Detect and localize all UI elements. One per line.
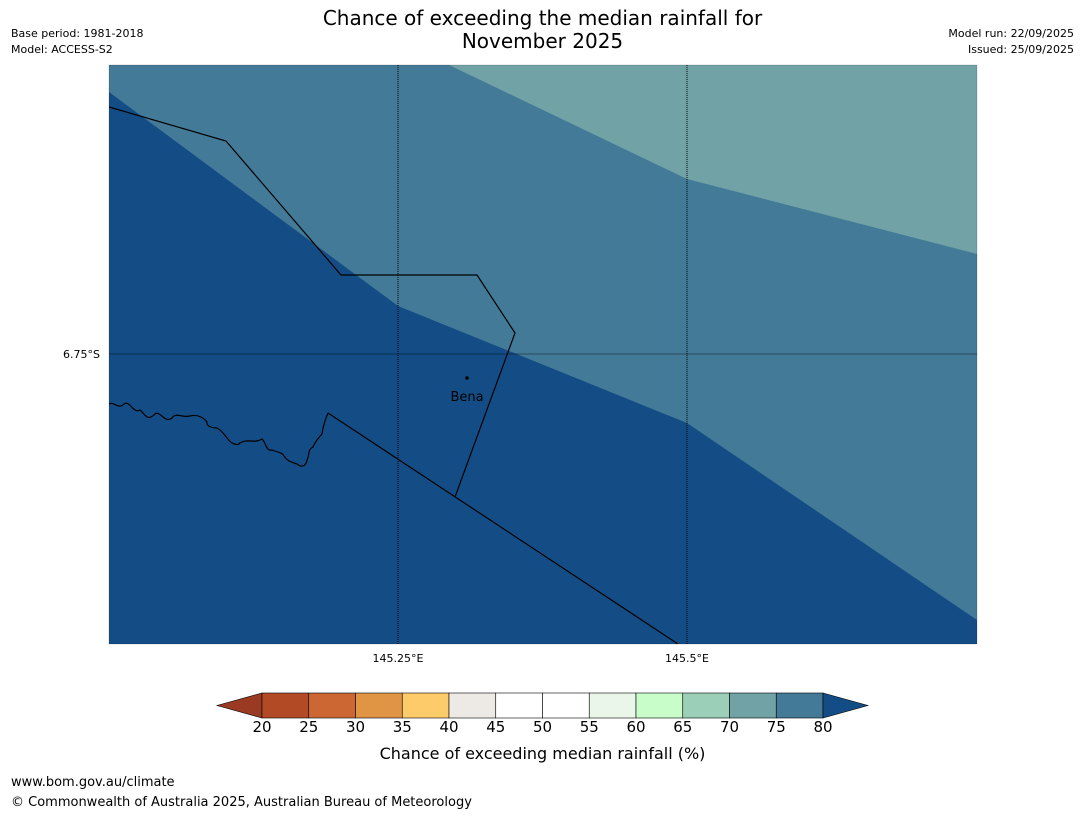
colorbar-segment — [308, 692, 356, 719]
colorbar-tick-label: 50 — [532, 718, 553, 736]
colorbar-tick-label: 60 — [626, 718, 646, 736]
colorbar-segment — [355, 692, 403, 719]
colorbar-segment — [542, 692, 590, 719]
province-boundary-south — [327, 412, 679, 644]
colorbar-tick-label: 70 — [719, 718, 740, 736]
run-info: Model run: 22/09/2025 Issued: 25/09/2025 — [948, 26, 1074, 58]
colorbar-segment — [635, 692, 684, 719]
base-period: Base period: 1981-2018 — [11, 27, 144, 40]
chart-title: Chance of exceeding the median rainfall … — [0, 7, 1085, 53]
colorbar-under-arrow — [215, 692, 263, 719]
colorbar-segment — [261, 692, 310, 719]
footer-url[interactable]: www.bom.gov.au/climate — [11, 775, 175, 790]
colorbar-segment — [682, 692, 730, 719]
colorbar-segment — [729, 692, 777, 719]
province-boundary — [109, 106, 516, 498]
colorbar-tick-label: 20 — [252, 718, 272, 736]
footer-copyright: © Commonwealth of Australia 2025, Austra… — [11, 795, 472, 810]
title-line-1: Chance of exceeding the median rainfall … — [322, 6, 763, 30]
place-marker-bena — [465, 376, 469, 380]
colorbar-segment — [775, 692, 824, 719]
colorbar-tick-label: 35 — [392, 718, 412, 736]
model-run: Model run: 22/09/2025 — [948, 27, 1074, 40]
band-75-80 — [109, 65, 977, 620]
map-border — [108, 64, 978, 645]
band-70-75 — [449, 65, 977, 254]
colorbar-tick-label: 55 — [579, 718, 599, 736]
colorbar-tick-label: 25 — [299, 718, 319, 736]
colorbar-tick-label: 65 — [673, 718, 693, 736]
colorbar-segment — [588, 692, 637, 719]
colorbar-segment — [495, 692, 543, 719]
colorbar-tick-label: 30 — [345, 718, 366, 736]
colorbar-segments — [261, 692, 824, 719]
colorbar-over-arrow — [822, 692, 870, 719]
model-info: Base period: 1981-2018 Model: ACCESS-S2 — [11, 26, 143, 58]
map-area — [109, 65, 977, 644]
lat-label: 6.75°S — [63, 348, 100, 361]
lon-label-145-5: 145.5°E — [665, 652, 709, 665]
title-line-2: November 2025 — [461, 29, 624, 53]
issued-date: Issued: 25/09/2025 — [967, 43, 1074, 56]
colorbar-tick-label: 75 — [766, 718, 786, 736]
colorbar-segment — [401, 692, 450, 719]
colorbar-title: Chance of exceeding median rainfall (%) — [379, 744, 706, 763]
model-name: Model: ACCESS-S2 — [11, 43, 113, 56]
colorbar — [215, 692, 870, 719]
colorbar-tick-label: 80 — [813, 718, 833, 736]
river-line — [109, 402, 329, 467]
colorbar-tick-label: 40 — [439, 718, 459, 736]
colorbar-segment — [448, 692, 497, 719]
place-label-bena: Bena — [450, 390, 483, 405]
lon-label-145-25: 145.25°E — [373, 652, 424, 665]
colorbar-tick-label: 45 — [486, 718, 506, 736]
